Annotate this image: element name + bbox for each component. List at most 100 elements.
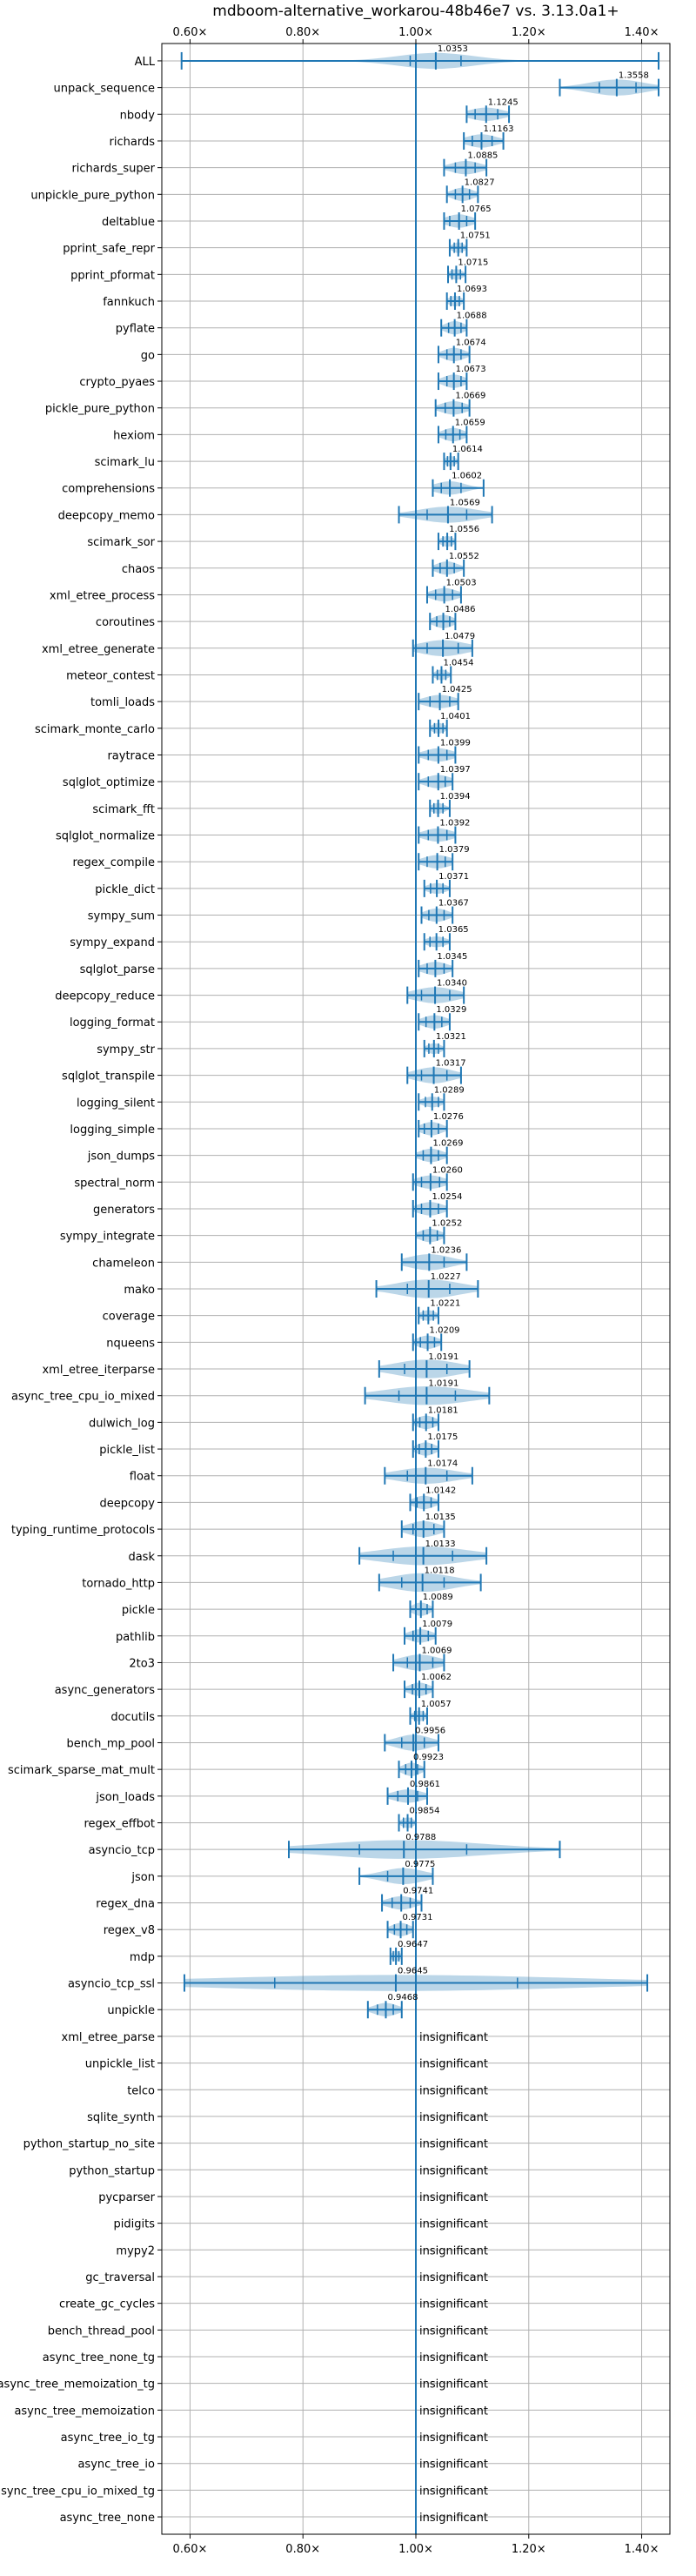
insignificant-label: insignificant (419, 2432, 488, 2445)
violin-pickle_list: 1.0175 (412, 1432, 458, 1459)
benchmark-label: bench_thread_pool (48, 2324, 155, 2338)
median-value-label: 1.0289 (434, 1085, 465, 1095)
benchmark-marks: ALL 1.0353 unpack_sequence 1.3558 nbody 1.124… (0, 44, 660, 2525)
violin-pathlib: 1.0079 (404, 1620, 452, 1645)
violin-richards: 1.1163 (463, 124, 513, 150)
median-value-label: 0.9645 (398, 1967, 428, 1976)
benchmark-label: pyflate (116, 323, 155, 336)
violin-asyncio_tcp_ssl: 0.9645 (183, 1967, 649, 1992)
median-value-label: 1.0175 (427, 1432, 458, 1442)
violin-unpickle: 0.9468 (366, 1993, 418, 2019)
benchmark-label: async_tree_memoization (14, 2405, 155, 2418)
violin-fannkuch: 1.0693 (445, 285, 487, 311)
violin-deltablue: 1.0765 (443, 205, 492, 230)
insignificant-label: insignificant (419, 2244, 488, 2257)
median-value-label: 1.0827 (465, 178, 495, 187)
median-value-label: 1.0425 (442, 685, 472, 694)
violin-bench_mp_pool: 0.9956 (384, 1726, 445, 1752)
insignificant-label: insignificant (419, 2485, 488, 2498)
benchmark-label: fannkuch (103, 296, 155, 309)
median-value-label: 1.0693 (457, 285, 487, 294)
violin-xml_etree_process: 1.0503 (425, 578, 477, 604)
violin-scimark_fft: 1.0394 (429, 792, 471, 817)
violin-scimark_monte_carlo: 1.0401 (429, 712, 471, 737)
violin-unpack_sequence: 1.3558 (559, 71, 660, 97)
median-value-label: 1.0221 (430, 1299, 460, 1309)
violin-deepcopy: 1.0142 (409, 1486, 456, 1512)
violin-logging_silent: 1.0289 (418, 1085, 465, 1111)
insignificant-label: insignificant (419, 2084, 488, 2097)
benchmark-label: telco (127, 2084, 155, 2097)
benchmark-label: nbody (120, 109, 156, 122)
median-value-label: 1.0254 (432, 1192, 462, 1202)
violin-sqlglot_parse: 1.0345 (418, 952, 467, 977)
insignificant-label: insignificant (419, 2271, 488, 2284)
benchmark-label: richards (110, 136, 156, 149)
x-tick-label-bottom: 1.40× (625, 2543, 659, 2556)
violin-chameleon: 1.0236 (400, 1245, 468, 1271)
benchmark-label: json_dumps (87, 1150, 155, 1164)
benchmark-label: gc_traversal (85, 2271, 155, 2284)
x-tick-label-bottom: 1.20× (512, 2543, 546, 2556)
benchmark-label: 2to3 (129, 1657, 155, 1670)
benchmark-label: pickle_pure_python (45, 403, 155, 416)
x-tick-label-top: 0.60× (173, 26, 208, 39)
median-value-label: 0.9647 (398, 1940, 428, 1949)
median-value-label: 1.0397 (440, 765, 471, 775)
median-value-label: 0.9731 (403, 1913, 433, 1922)
median-value-label: 1.0399 (440, 738, 471, 748)
median-value-label: 1.0379 (439, 845, 470, 855)
benchmark-label: tomli_loads (90, 696, 155, 709)
benchmark-label: unpickle (107, 2004, 155, 2017)
violin-nbody: 1.1245 (465, 97, 519, 124)
benchmark-label: richards_super (71, 163, 155, 176)
insignificant-label: insignificant (419, 2512, 488, 2525)
violin-async_generators: 1.0062 (404, 1673, 452, 1699)
median-value-label: 1.0715 (458, 258, 488, 267)
benchmark-label: async_tree_cpu_io_mixed_tg (0, 2485, 155, 2498)
median-value-label: 1.0209 (430, 1325, 460, 1335)
benchmark-label: regex_v8 (104, 1924, 155, 1937)
benchmark-label: async_tree_none_tg (43, 2351, 155, 2365)
insignificant-label: insignificant (419, 2138, 488, 2151)
benchmark-label: regex_dna (96, 1898, 155, 1911)
benchmark-label: coverage (103, 1311, 155, 1324)
x-tick-label-bottom: 1.00× (398, 2543, 433, 2556)
benchmark-label: regex_compile (72, 856, 155, 869)
benchmark-label: json_loads (95, 1791, 155, 1804)
violin-regex_dna: 0.9741 (381, 1887, 433, 1912)
benchmark-label: async_tree_memoization_tg (0, 2378, 155, 2392)
median-value-label: 1.0345 (437, 952, 467, 962)
violin-sqlglot_optimize: 1.0397 (418, 765, 471, 791)
benchmark-label: logging_silent (77, 1097, 155, 1110)
benchmark-label: sympy_sum (88, 910, 155, 923)
plot-frame (161, 43, 671, 2535)
benchmark-label: pycparser (98, 2191, 155, 2204)
violin-richards_super: 1.0885 (443, 151, 498, 177)
violin-sympy_sum: 1.0367 (420, 899, 469, 924)
benchmark-label: mako (124, 1284, 155, 1297)
median-value-label: 1.0765 (461, 205, 492, 214)
benchmark-label: dask (128, 1551, 155, 1564)
benchmark-label: scimark_fft (92, 803, 155, 816)
median-value-label: 1.0454 (443, 658, 473, 667)
violin-pyflate: 1.0688 (440, 312, 487, 337)
benchmark-label: sympy_expand (70, 936, 155, 949)
median-value-label: 0.9956 (415, 1726, 445, 1735)
median-value-label: 1.0062 (421, 1673, 452, 1682)
violin-scimark_lu: 1.0614 (443, 445, 483, 471)
benchmark-label: scimark_sparse_mat_mult (8, 1764, 155, 1777)
median-value-label: 1.0236 (431, 1245, 461, 1255)
violin-meteor_contest: 1.0454 (432, 658, 473, 684)
benchmark-label: dulwich_log (89, 1417, 155, 1430)
x-tick-label-bottom: 0.60× (173, 2543, 208, 2556)
benchmark-label: async_generators (55, 1684, 156, 1697)
violin-logging_simple: 1.0276 (418, 1112, 464, 1137)
violin-regex_v8: 0.9731 (386, 1913, 433, 1939)
median-value-label: 1.0602 (452, 472, 482, 481)
benchmark-label: sqlglot_transpile (62, 1070, 155, 1083)
median-value-label: 1.0367 (438, 899, 469, 909)
median-value-label: 1.0260 (432, 1165, 463, 1175)
